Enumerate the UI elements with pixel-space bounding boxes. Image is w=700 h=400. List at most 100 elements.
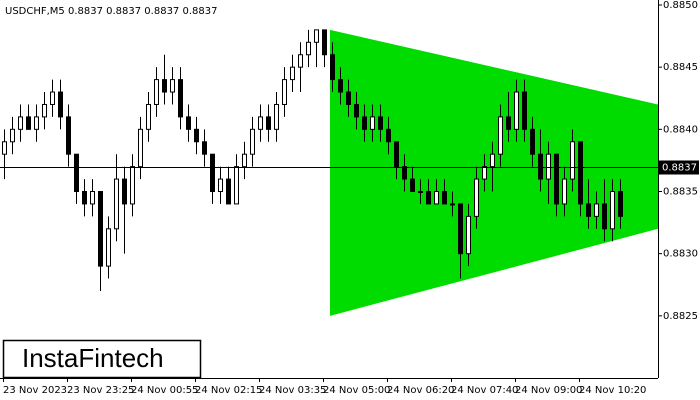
- candle-body: [194, 128, 199, 143]
- chart-title: USDCHF,M5 0.8837 0.8837 0.8837 0.8837: [5, 6, 217, 17]
- candle-body: [90, 191, 95, 205]
- candle-body: [346, 91, 351, 105]
- y-tick-label: 0.8830: [663, 249, 698, 260]
- candle-body: [42, 103, 47, 118]
- candle-body: [258, 116, 263, 130]
- candle-body: [466, 215, 471, 255]
- candle-body: [602, 203, 607, 230]
- candle-body: [530, 128, 535, 155]
- candle-body: [18, 116, 23, 130]
- candle-body: [66, 116, 71, 155]
- logo-box: [2, 339, 202, 379]
- candle-body: [370, 116, 375, 130]
- candle-body: [570, 141, 575, 180]
- candle-body: [186, 116, 191, 130]
- candle-body: [490, 153, 495, 168]
- candle-body: [330, 54, 335, 81]
- candle-body: [266, 116, 271, 130]
- candle-body: [442, 191, 447, 205]
- candle-body: [514, 91, 519, 130]
- candle-body: [274, 103, 279, 130]
- candle-body: [170, 79, 175, 93]
- candle-body: [298, 54, 303, 68]
- triangle-pattern: [330, 29, 658, 316]
- x-tick-label: 24 Nov 05:00: [323, 385, 390, 396]
- candle-body: [50, 91, 55, 105]
- candle-body: [314, 29, 319, 43]
- candle-body: [378, 116, 383, 130]
- candle-body: [138, 128, 143, 168]
- candle-body: [354, 103, 359, 118]
- candle-body: [338, 79, 343, 93]
- candle-body: [130, 166, 135, 205]
- candle-body: [34, 116, 39, 130]
- candle-body: [306, 41, 311, 56]
- candle-body: [578, 141, 583, 205]
- candle-body: [106, 228, 111, 267]
- candle-body: [210, 153, 215, 192]
- candle-body: [82, 191, 87, 205]
- y-tick-label: 0.8850: [663, 0, 698, 11]
- candle-body: [202, 141, 207, 155]
- candle-body: [458, 203, 463, 255]
- candle-body: [402, 166, 407, 180]
- candle-body: [394, 141, 399, 168]
- y-tick-label: 0.8835: [663, 187, 698, 198]
- candle-body: [98, 191, 103, 267]
- x-tick-label: 24 Nov 02:15: [195, 385, 262, 396]
- x-tick-label: 24 Nov 09:00: [515, 385, 582, 396]
- candle-body: [242, 153, 247, 168]
- candle-body: [410, 178, 415, 192]
- candle-body: [498, 116, 503, 155]
- candle-body: [10, 128, 15, 143]
- candle-body: [418, 191, 423, 193]
- last-price-box: [659, 160, 699, 175]
- candle-body: [114, 178, 119, 230]
- candle-body: [538, 153, 543, 180]
- candle-body: [450, 203, 455, 206]
- candle-body: [546, 153, 551, 180]
- candle-body: [282, 79, 287, 105]
- candle-body: [362, 116, 367, 130]
- x-tick-label: 24 Nov 10:20: [579, 385, 646, 396]
- candle-body: [58, 91, 63, 118]
- candle-body: [610, 191, 615, 230]
- candle-body: [506, 116, 511, 130]
- candle-body: [474, 178, 479, 217]
- candle-body: [74, 153, 79, 192]
- x-tick-label: 23 Nov 2023: [3, 385, 67, 396]
- candle-body: [554, 153, 559, 205]
- candle-body: [2, 141, 7, 155]
- candle-body: [386, 128, 391, 143]
- y-tick-label: 0.8825: [663, 311, 698, 322]
- candle-body: [178, 79, 183, 118]
- candle-body: [586, 203, 591, 217]
- x-tick-label: 24 Nov 00:55: [131, 385, 198, 396]
- candle-body: [146, 103, 151, 130]
- candle-body: [482, 166, 487, 180]
- candle-body: [594, 203, 599, 217]
- candle-body: [562, 178, 567, 205]
- x-tick-label: 24 Nov 03:35: [259, 385, 326, 396]
- candle-body: [618, 191, 623, 217]
- candle-body: [522, 91, 527, 130]
- candle-body: [226, 178, 231, 205]
- candle-body: [322, 29, 327, 56]
- candle-body: [250, 128, 255, 155]
- candle-body: [122, 178, 127, 205]
- x-tick-label: 24 Nov 07:40: [451, 385, 518, 396]
- candle-body: [26, 116, 31, 130]
- candle-body: [426, 191, 431, 205]
- y-tick-label: 0.8845: [663, 62, 698, 73]
- candle-body: [234, 166, 239, 205]
- candle-body: [154, 79, 159, 105]
- x-tick-label: 23 Nov 23:25: [67, 385, 134, 396]
- y-tick-label: 0.8840: [663, 124, 698, 135]
- x-tick-label: 24 Nov 06:20: [387, 385, 454, 396]
- plot-area: [2, 29, 658, 316]
- candle-body: [162, 79, 167, 93]
- logo: InstaFintech: [22, 343, 164, 373]
- candle-body: [290, 66, 295, 81]
- last-price-label: 0.8837: [662, 163, 697, 174]
